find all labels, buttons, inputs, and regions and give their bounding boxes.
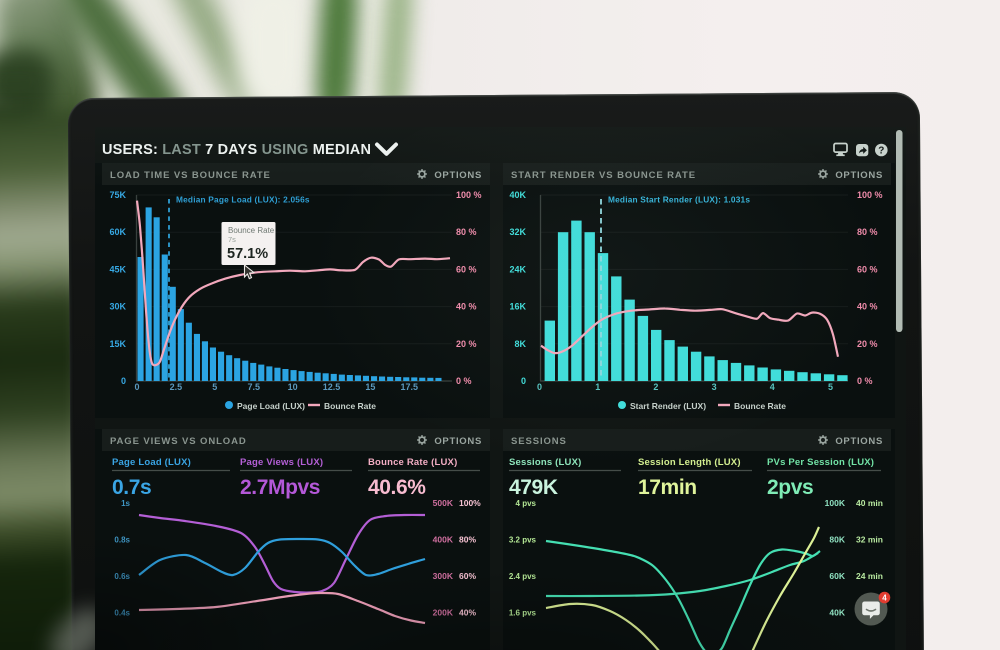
svg-text:40 min: 40 min — [856, 498, 883, 508]
svg-text:40 %: 40 % — [456, 302, 477, 312]
svg-text:1s: 1s — [121, 499, 130, 508]
svg-text:479K: 479K — [509, 476, 558, 499]
svg-text:40 %: 40 % — [857, 302, 878, 312]
svg-text:OPTIONS: OPTIONS — [434, 170, 482, 181]
svg-text:0: 0 — [537, 382, 542, 392]
svg-text:2.7Mpvs: 2.7Mpvs — [240, 476, 320, 499]
svg-text:OPTIONS: OPTIONS — [434, 436, 482, 447]
svg-text:7s: 7s — [228, 235, 236, 244]
svg-text:0.6s: 0.6s — [114, 572, 130, 581]
svg-text:0.4s: 0.4s — [114, 609, 130, 618]
svg-text:8K: 8K — [514, 339, 526, 349]
svg-text:40.6%: 40.6% — [368, 476, 426, 499]
svg-text:2.5: 2.5 — [170, 382, 183, 392]
svg-text:30K: 30K — [109, 302, 126, 312]
svg-text:300K: 300K — [433, 571, 454, 581]
svg-text:24 min: 24 min — [856, 571, 883, 581]
svg-text:LOAD TIME VS BOUNCE RATE: LOAD TIME VS BOUNCE RATE — [110, 170, 271, 181]
svg-text:32K: 32K — [509, 227, 526, 237]
svg-text:Page Views (LUX): Page Views (LUX) — [240, 457, 323, 468]
svg-text:20 %: 20 % — [857, 339, 878, 349]
svg-text:OPTIONS: OPTIONS — [835, 170, 883, 181]
svg-text:5: 5 — [828, 382, 833, 392]
svg-text:OPTIONS: OPTIONS — [835, 436, 883, 447]
svg-text:0: 0 — [521, 376, 526, 386]
svg-text:40K: 40K — [829, 608, 845, 618]
svg-text:1: 1 — [595, 382, 600, 392]
svg-text:4: 4 — [882, 594, 887, 603]
svg-text:2: 2 — [653, 382, 658, 392]
svg-text:15: 15 — [365, 382, 375, 392]
svg-text:40K: 40K — [509, 190, 526, 200]
svg-text:0.8s: 0.8s — [114, 536, 130, 545]
svg-text:60K: 60K — [109, 227, 126, 237]
svg-text:Start Render (LUX): Start Render (LUX) — [630, 401, 706, 411]
svg-text:Page Load (LUX): Page Load (LUX) — [112, 457, 191, 468]
svg-text:0: 0 — [134, 382, 139, 392]
svg-text:20 %: 20 % — [456, 339, 477, 349]
svg-text:16K: 16K — [509, 302, 526, 312]
svg-text:17.5: 17.5 — [401, 382, 419, 392]
svg-text:Sessions (LUX): Sessions (LUX) — [509, 457, 581, 468]
svg-text:PVs Per Session (LUX): PVs Per Session (LUX) — [767, 457, 874, 468]
svg-text:5: 5 — [212, 382, 217, 392]
svg-text:80%: 80% — [459, 535, 476, 545]
svg-text:4: 4 — [770, 382, 775, 392]
svg-text:100K: 100K — [825, 498, 846, 508]
svg-text:SESSIONS: SESSIONS — [511, 436, 567, 447]
svg-text:45K: 45K — [109, 264, 126, 274]
svg-text:1.6 pvs: 1.6 pvs — [509, 609, 537, 618]
svg-text:0.7s: 0.7s — [112, 476, 151, 499]
svg-text:32 min: 32 min — [856, 535, 883, 545]
svg-text:USERS: LAST 7 DAYS USING MEDIA: USERS: LAST 7 DAYS USING MEDIAN — [102, 142, 371, 158]
svg-text:3: 3 — [712, 382, 717, 392]
svg-text:START RENDER VS BOUNCE RATE: START RENDER VS BOUNCE RATE — [511, 170, 696, 181]
svg-text:17min: 17min — [638, 476, 697, 499]
svg-text:0 %: 0 % — [456, 376, 472, 386]
svg-text:100%: 100% — [459, 498, 481, 508]
svg-text:Bounce Rate (LUX): Bounce Rate (LUX) — [368, 457, 457, 468]
svg-text:60 %: 60 % — [456, 264, 477, 274]
svg-text:2.4 pvs: 2.4 pvs — [509, 572, 537, 581]
svg-text:10: 10 — [288, 382, 298, 392]
svg-text:4 pvs: 4 pvs — [516, 499, 537, 508]
svg-text:80 %: 80 % — [857, 227, 878, 237]
svg-text:40%: 40% — [459, 608, 476, 618]
svg-text:0: 0 — [121, 376, 126, 386]
svg-text:Median Page Load (LUX): 2.056s: Median Page Load (LUX): 2.056s — [176, 195, 310, 205]
svg-text:80K: 80K — [829, 535, 845, 545]
svg-text:400K: 400K — [433, 535, 454, 545]
svg-text:60%: 60% — [459, 571, 476, 581]
svg-text:200K: 200K — [433, 608, 454, 618]
svg-text:Session Length (LUX): Session Length (LUX) — [638, 457, 741, 468]
svg-text:Page Load (LUX): Page Load (LUX) — [237, 401, 305, 411]
svg-text:Bounce Rate: Bounce Rate — [228, 226, 275, 235]
svg-text:57.1%: 57.1% — [227, 246, 268, 262]
svg-text:75K: 75K — [109, 190, 126, 200]
svg-text:15K: 15K — [109, 339, 126, 349]
svg-text:7.5: 7.5 — [247, 382, 260, 392]
svg-text:Median Start Render (LUX): 1.0: Median Start Render (LUX): 1.031s — [608, 195, 750, 205]
svg-text:60K: 60K — [829, 571, 845, 581]
svg-text:3.2 pvs: 3.2 pvs — [509, 536, 537, 545]
svg-text:80 %: 80 % — [456, 227, 477, 237]
svg-text:24K: 24K — [509, 264, 526, 274]
svg-text:0 %: 0 % — [857, 376, 873, 386]
svg-text:Bounce Rate: Bounce Rate — [324, 401, 376, 411]
svg-text:Bounce Rate: Bounce Rate — [734, 401, 786, 411]
svg-text:100 %: 100 % — [857, 190, 883, 200]
svg-text:60 %: 60 % — [857, 264, 878, 274]
svg-text:PAGE VIEWS VS ONLOAD: PAGE VIEWS VS ONLOAD — [110, 436, 247, 447]
svg-text:500K: 500K — [433, 498, 454, 508]
svg-text:12.5: 12.5 — [323, 382, 341, 392]
svg-text:100 %: 100 % — [456, 190, 482, 200]
svg-text:2pvs: 2pvs — [767, 476, 813, 499]
svg-text:?: ? — [878, 146, 884, 157]
